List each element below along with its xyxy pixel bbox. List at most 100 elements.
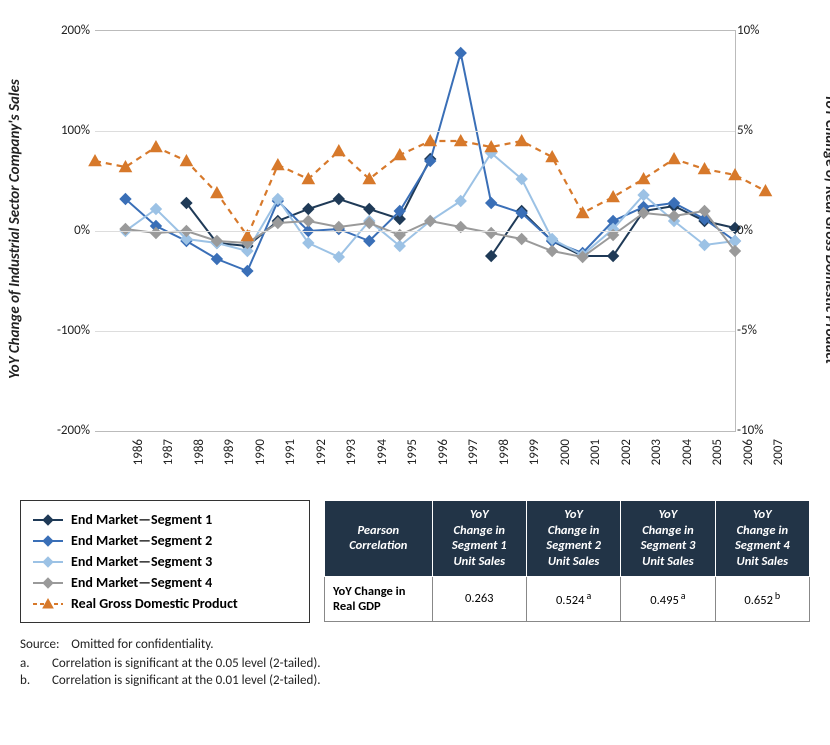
table-data-row: YoY Change in Real GDP0.2630.524a0.495a0… [325, 576, 810, 621]
x-tick-label: 2002 [619, 439, 634, 479]
x-tick-label: 1997 [466, 439, 481, 479]
x-tick-label: 2005 [710, 439, 725, 479]
table-cell: 0.652b [715, 576, 809, 621]
table-header-row: PearsonCorrelationYoYChange inSegment 1 … [325, 501, 810, 577]
series-marker [150, 141, 162, 152]
series-marker [455, 135, 467, 146]
x-tick-label: 2001 [588, 439, 603, 479]
correlation-table: PearsonCorrelationYoYChange inSegment 1 … [324, 500, 810, 622]
table-cell: 0.524a [526, 576, 620, 621]
series-marker [303, 216, 314, 227]
y-left-tick: 200% [45, 23, 90, 38]
series-marker [333, 194, 344, 205]
y-right-tick: 0% [737, 223, 777, 238]
footnote-list: a.Correlation is significant at the 0.05… [20, 656, 810, 688]
series-marker [394, 149, 406, 160]
x-tick-label: 2000 [558, 439, 573, 479]
series-marker [180, 155, 192, 166]
y-right-tick: 5% [737, 123, 777, 138]
series-marker [486, 198, 497, 209]
series-marker [455, 48, 466, 59]
x-tick-label: 2006 [741, 439, 756, 479]
x-tick-label: 1988 [192, 439, 207, 479]
x-tick-label: 1999 [527, 439, 542, 479]
x-tick-label: 2004 [680, 439, 695, 479]
legend-swatch [33, 513, 63, 527]
series-marker [516, 234, 527, 245]
plot-area: 200%10%100%5%0%0%-100%-5%-200%-10% [95, 30, 736, 432]
series-marker [608, 251, 619, 262]
legend-label: End Market—Segment 2 [71, 532, 212, 549]
legend-item: Real Gross Domestic Product [33, 593, 297, 614]
x-tick-label: 1993 [344, 439, 359, 479]
footnote: a.Correlation is significant at the 0.05… [20, 656, 810, 671]
footnotes: Source: Omitted for confidentiality. a.C… [20, 637, 810, 688]
legend-label: Real Gross Domestic Product [71, 595, 238, 612]
y-right-tick: -5% [737, 323, 777, 338]
table-header-cell: YoYChange inSegment 2 Unit Sales [526, 501, 620, 577]
legend: End Market—Segment 1 End Market—Segment 2… [20, 500, 310, 623]
x-tick-label: 1992 [314, 439, 329, 479]
x-tick-label: 1998 [497, 439, 512, 479]
series-marker [211, 187, 223, 198]
y-right-tick: -10% [737, 423, 777, 438]
series-marker [607, 191, 619, 202]
series-marker [272, 159, 284, 170]
legend-label: End Market—Segment 3 [71, 553, 212, 570]
legend-item: End Market—Segment 2 [33, 530, 297, 551]
x-tick-label: 1986 [131, 439, 146, 479]
legend-swatch [33, 555, 63, 569]
series-marker [759, 185, 771, 196]
legend-item: End Market—Segment 1 [33, 509, 297, 530]
series-marker [547, 246, 558, 257]
series-marker [333, 145, 345, 156]
y-left-tick: -100% [45, 323, 90, 338]
legend-swatch [33, 597, 63, 611]
series-marker [486, 228, 497, 239]
y-right-tick: 10% [737, 23, 777, 38]
x-axis-labels: 1986198719881989199019911992199319941995… [95, 435, 735, 485]
x-tick-label: 1994 [375, 439, 390, 479]
source-label: Source: [20, 637, 59, 652]
x-tick-label: 1990 [253, 439, 268, 479]
series-marker [455, 196, 466, 207]
legend-label: End Market—Segment 1 [71, 511, 212, 528]
table-cell: 0.495a [621, 576, 715, 621]
series-marker [668, 153, 680, 164]
y-left-tick: -200% [45, 423, 90, 438]
series-marker [302, 173, 314, 184]
legend-swatch [33, 534, 63, 548]
series-marker [211, 254, 222, 265]
series-marker [89, 155, 101, 166]
x-tick-label: 1991 [283, 439, 298, 479]
table-header-cell: YoYChange inSegment 3 Unit Sales [621, 501, 715, 577]
table-row-label: YoY Change in Real GDP [325, 576, 433, 621]
x-tick-label: 1995 [405, 439, 420, 479]
series-line [186, 159, 735, 256]
series-marker [364, 204, 375, 215]
legend-item: End Market—Segment 4 [33, 572, 297, 593]
series-marker [516, 135, 528, 146]
series-marker [699, 163, 711, 174]
series-marker [424, 135, 436, 146]
y-axis-right-label: YoY Change of Real Gross Domestic Produc… [821, 94, 830, 364]
table-header-cell: YoYChange inSegment 1 Unit Sales [432, 501, 526, 577]
series-marker [303, 204, 314, 215]
x-tick-label: 1989 [222, 439, 237, 479]
legend-item: End Market—Segment 3 [33, 551, 297, 572]
y-axis-left-label: YoY Change of Industrial Sector Company'… [6, 79, 24, 379]
chart-container: YoY Change of Industrial Sector Company'… [20, 20, 810, 490]
series-marker [486, 251, 497, 262]
legend-label: End Market—Segment 4 [71, 574, 212, 591]
series-marker [546, 151, 558, 162]
series-marker [242, 266, 253, 277]
x-tick-label: 1996 [436, 439, 451, 479]
series-marker [638, 173, 650, 184]
source-text: Omitted for confidentiality. [71, 637, 213, 652]
table-header-cell: YoYChange inSegment 4 Unit Sales [715, 501, 809, 577]
y-left-tick: 0% [45, 223, 90, 238]
x-tick-label: 2007 [771, 439, 786, 479]
legend-swatch [33, 576, 63, 590]
series-marker [577, 207, 589, 218]
series-marker [150, 228, 161, 239]
